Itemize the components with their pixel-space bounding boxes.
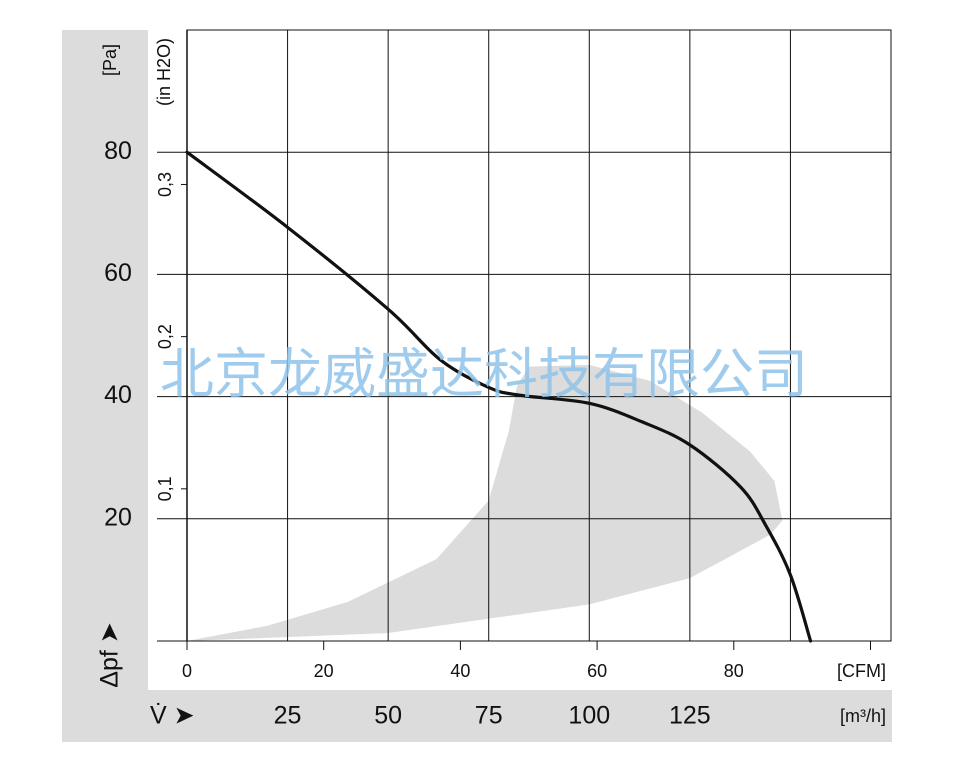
y-axis-band [62, 30, 148, 742]
watermark: 北京龙威盛达科技有限公司 [160, 343, 808, 406]
y2-tick-label: 0,2 [155, 324, 175, 349]
y-axis-title: Δpf ➤ [96, 622, 124, 687]
x2-tick-label: 80 [724, 661, 744, 681]
fan-curve [185, 150, 813, 643]
x-axis-band [148, 690, 892, 742]
x-axis-title: V̇ ➤ [150, 701, 195, 730]
y2-unit: (in H2O) [154, 38, 174, 106]
y-tick-label: 40 [104, 381, 132, 409]
x2-tick-label: 20 [314, 661, 334, 681]
x2-tick-label: 0 [182, 661, 192, 681]
x-tick-label: 25 [274, 702, 302, 730]
y2-tick-label: 0,1 [155, 476, 175, 501]
y-unit: [Pa] [100, 44, 120, 76]
y-tick-label: 60 [104, 259, 132, 287]
y-tick-label: 80 [104, 137, 132, 165]
x-tick-label: 75 [475, 702, 503, 730]
x-unit: [m³/h] [840, 706, 886, 726]
y-tick-label: 20 [104, 503, 132, 531]
plot-area [157, 29, 892, 650]
x-tick-label: 125 [669, 702, 711, 730]
x-tick-label: 50 [374, 702, 402, 730]
x2-unit: [CFM] [837, 661, 886, 681]
x2-tick-label: 60 [587, 661, 607, 681]
x2-tick-label: 40 [450, 661, 470, 681]
operating-region [187, 364, 783, 641]
x-tick-label: 100 [568, 702, 610, 730]
y2-tick-label: 0,3 [155, 172, 175, 197]
